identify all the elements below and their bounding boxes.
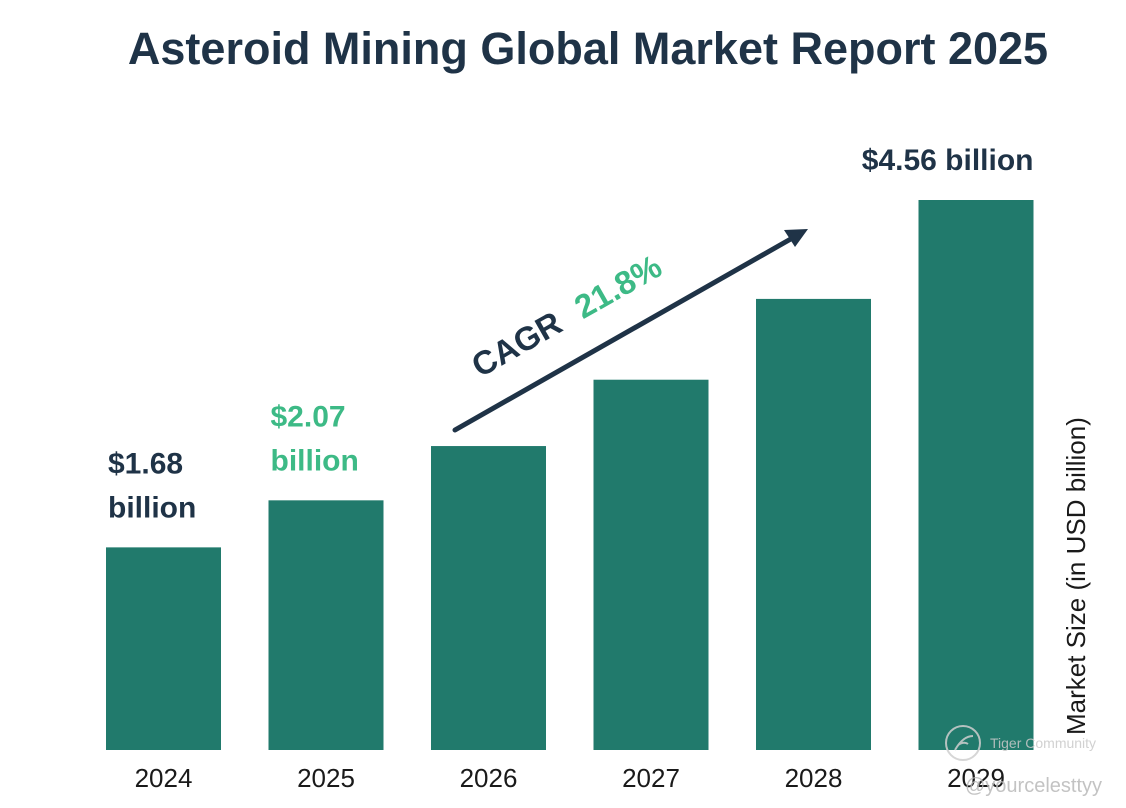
chart-title: Asteroid Mining Global Market Report 202… (128, 23, 1048, 74)
x-tick-2028: 2028 (785, 763, 843, 793)
data-label-2024-line-2: billion (108, 491, 196, 524)
x-tick-2025: 2025 (297, 763, 355, 793)
cagr-text: CAGR 21.8% (465, 247, 668, 384)
bar-2028 (756, 298, 871, 750)
data-label-2025-line-2: billion (271, 444, 359, 477)
x-tick-2027: 2027 (622, 763, 680, 793)
x-tick-2029: 2029 (947, 763, 1005, 793)
bars-group (106, 200, 1034, 750)
watermark-handle: @yourcelesttyy (965, 775, 1102, 797)
y-axis-label: Market Size (in USD billion) (1061, 417, 1091, 735)
cagr-arrow-head-icon (784, 229, 808, 247)
data-label-2029-line-1: $4.56 billion (862, 144, 1034, 177)
cagr-value: 21.8% (568, 247, 668, 325)
watermark-logo-icon (945, 725, 981, 761)
watermark: Tiger Community @yourcelesttyy (945, 725, 1102, 797)
watermark-brand: Tiger Community (990, 735, 1096, 751)
bar-2024 (106, 547, 221, 750)
data-label-2024-line-1: $1.68 (108, 447, 183, 480)
bar-2027 (593, 379, 709, 750)
x-tick-2026: 2026 (460, 763, 518, 793)
data-labels: $1.68 billion $2.07 billion $4.56 billion (108, 144, 1034, 524)
cagr-arrow-line (452, 233, 799, 433)
data-label-2025-line-1: $2.07 (271, 400, 346, 433)
bar-2025 (268, 500, 384, 750)
bar-2029 (918, 200, 1034, 750)
x-tick-2024: 2024 (135, 763, 193, 793)
x-tick-labels: 2024 2025 2026 2027 2028 2029 (135, 763, 1005, 793)
bar-2026 (431, 446, 546, 750)
